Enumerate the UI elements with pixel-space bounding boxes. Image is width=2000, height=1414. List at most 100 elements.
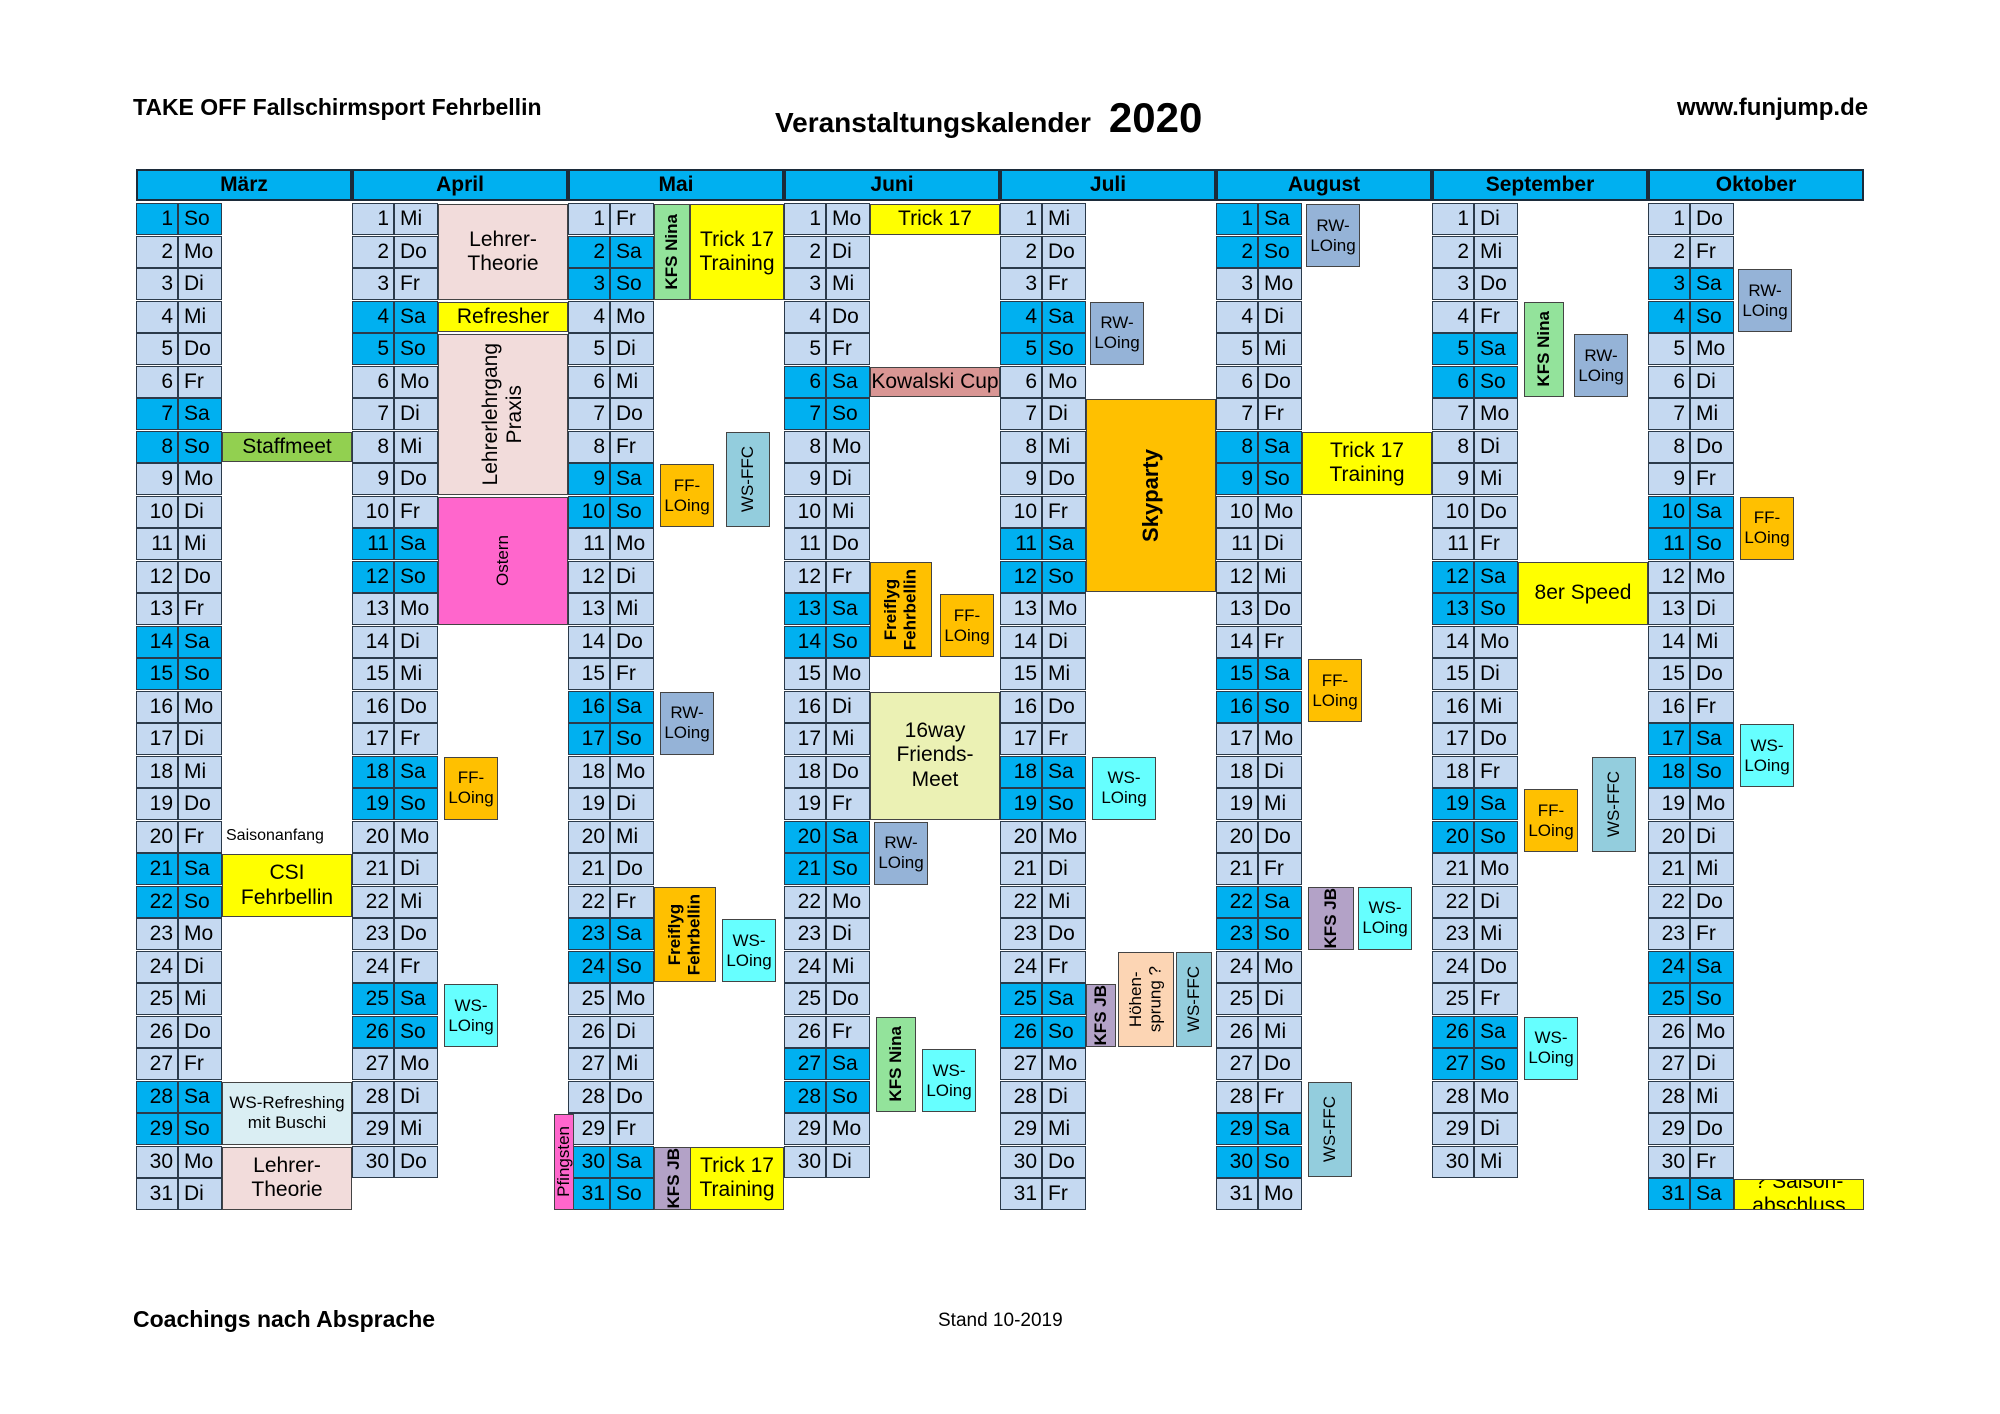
day-number: 24 [352,950,394,983]
event-text: WS- LOing [1744,735,1790,775]
event-text: WS- LOing [1528,1028,1574,1067]
event-text: KFS JB [1091,985,1111,1046]
weekday-abbr: So [1474,593,1518,625]
day-number: 13 [352,593,394,625]
day-number: 11 [1000,528,1042,560]
weekday-abbr: Sa [1042,983,1086,1015]
event-rw-loing: RW- LOing [874,821,928,885]
weekday-abbr: Sa [1474,560,1518,593]
weekday-abbr: Di [178,1178,222,1210]
day-number: 27 [136,1048,178,1080]
weekday-abbr: Mo [178,690,222,723]
weekday-abbr: Mi [1474,463,1518,495]
event-text: Lehrer- Theorie [251,1153,323,1201]
calendar-year: 2020 [1108,94,1203,141]
event-text: RW- LOing [664,703,710,742]
weekday-abbr: Sa [178,625,222,658]
version-stamp: Stand 10-2019 [938,1310,1063,1331]
day-number: 18 [136,755,178,788]
weekday-abbr: Do [1690,658,1734,690]
day-number: 11 [1648,528,1690,560]
day-number: 6 [1648,365,1690,398]
weekday-abbr: So [610,268,654,300]
weekday-abbr: Mo [394,365,438,398]
weekday-abbr: Do [610,625,654,658]
event-text: WS- LOing [726,930,772,970]
weekday-abbr: Mo [1474,1080,1518,1113]
weekday-abbr: So [1474,1048,1518,1080]
day-number: 5 [568,333,610,365]
event-kfs-jb: KFS JB [1308,886,1354,950]
weekday-abbr: Sa [1690,950,1734,983]
weekday-abbr: Mi [826,495,870,528]
weekday-abbr: Sa [394,755,438,788]
day-number: 10 [352,495,394,528]
day-number: 12 [352,560,394,593]
month-header-1: April [352,169,568,201]
day-number: 13 [1432,593,1474,625]
weekday-abbr: Mi [394,430,438,463]
day-number: 7 [568,398,610,430]
month-header-6: September [1432,169,1648,201]
weekday-abbr: Do [1690,203,1734,235]
day-number: 11 [784,528,826,560]
day-number: 17 [1216,723,1258,755]
event-16way-friends-meet: 16way Friends- Meet [870,691,1000,820]
event-text: Trick 17 Training [1329,438,1405,486]
day-number: 17 [136,723,178,755]
day-number: 9 [1648,463,1690,495]
event-text: Freiflyg Fehrbellin [881,568,920,650]
day-number: 15 [784,658,826,690]
day-number: 26 [136,1015,178,1048]
event-text: Trick 17 Training [699,1153,775,1201]
event-text: KFS JB [1321,887,1341,949]
event-text: KFS JB [664,1147,684,1209]
weekday-abbr: Sa [1474,788,1518,820]
weekday-abbr: So [1690,300,1734,333]
day-number: 10 [1432,495,1474,528]
event-text: WS- LOing [1101,768,1147,807]
weekday-abbr: So [178,430,222,463]
day-number: 25 [352,983,394,1015]
event-kfs-nina: KFS Nina [654,204,690,300]
day-number: 14 [1000,625,1042,658]
day-number: 2 [1000,235,1042,268]
weekday-abbr: So [1690,755,1734,788]
weekday-abbr: Do [1258,365,1302,398]
weekday-abbr: Mi [1474,918,1518,950]
weekday-abbr: Do [178,788,222,820]
day-number: 11 [352,528,394,560]
day-number: 8 [136,430,178,463]
weekday-abbr: Fr [610,1113,654,1145]
event-text: Trick 17 [898,207,972,231]
event-ff-loing: FF- LOing [1308,659,1362,722]
event-ws-loing: WS- LOing [922,1049,976,1112]
day-number: 21 [1216,853,1258,885]
event-ostern: Ostern [438,496,568,625]
website-link[interactable]: www.funjump.de [1677,94,1869,121]
weekday-abbr: Sa [1474,333,1518,365]
weekday-abbr: Do [1258,820,1302,853]
day-number: 28 [1216,1080,1258,1113]
day-number: 21 [568,853,610,885]
weekday-abbr: Sa [610,918,654,950]
day-number: 9 [568,463,610,495]
weekday-abbr: Do [1042,463,1086,495]
day-number: 5 [136,333,178,365]
weekday-abbr: Mi [610,593,654,625]
weekday-abbr: Di [1474,658,1518,690]
event-text: RW- LOing [1094,313,1140,352]
weekday-abbr: Mi [826,950,870,983]
event-ws-ffc: WS-FFC [1308,1081,1352,1177]
weekday-abbr: Di [1690,593,1734,625]
month-header-0: März [136,169,352,201]
weekday-abbr: Sa [826,365,870,398]
event-text: WS- LOing [926,1060,972,1100]
day-number: 17 [1000,723,1042,755]
weekday-abbr: Mi [178,528,222,560]
day-number: 27 [1216,1048,1258,1080]
weekday-abbr: Di [394,853,438,885]
day-number: 3 [568,268,610,300]
day-number: 26 [1000,1015,1042,1048]
weekday-abbr: Do [394,690,438,723]
